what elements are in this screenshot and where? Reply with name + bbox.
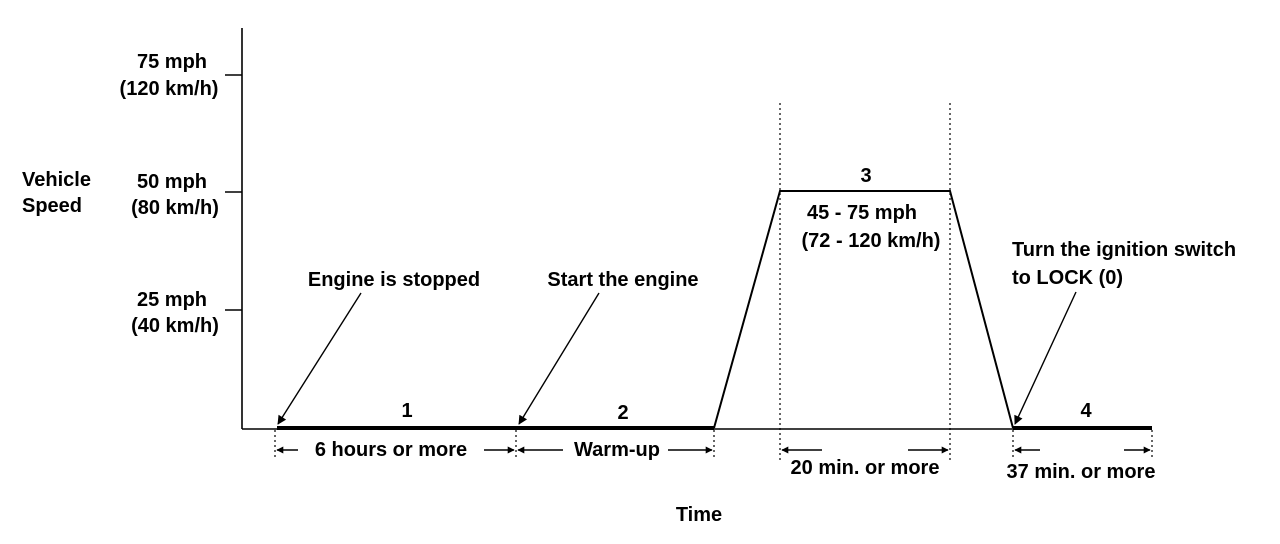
y-tick-label-40-kmh: (40 km/h) [131, 315, 219, 337]
y-axis-title-line2: Speed [22, 195, 82, 217]
y-tick-label-75-mph: 75 mph [137, 51, 207, 73]
speed-range-kmh: (72 - 120 km/h) [802, 230, 941, 252]
annotation-ignition-line1: Turn the ignition switch [1012, 239, 1236, 261]
phase-1-number: 1 [401, 400, 412, 422]
y-tick-label-50-mph: 50 mph [137, 171, 207, 193]
y-tick-label-80-kmh: (80 km/h) [131, 197, 219, 219]
pointer-start-engine [518, 292, 600, 425]
annotation-ignition-line2: to LOCK (0) [1012, 267, 1123, 289]
duration-4-label: 37 min. or more [1007, 461, 1156, 483]
duration-1-label: 6 hours or more [315, 439, 467, 461]
duration-2-label: Warm-up [574, 439, 660, 461]
annotation-start-engine: Start the engine [547, 269, 698, 291]
x-axis-title: Time [676, 504, 722, 526]
phase-4-number: 4 [1080, 400, 1092, 422]
pointer-engine-stopped [277, 292, 362, 425]
y-tick-label-25-mph: 25 mph [137, 289, 207, 311]
y-tick-label-120-kmh: (120 km/h) [120, 78, 219, 100]
phase-3-number: 3 [860, 165, 871, 187]
duration-3-label: 20 min. or more [791, 457, 940, 479]
pointer-ignition [1014, 291, 1077, 425]
phase-2-number: 2 [617, 402, 628, 424]
speed-range-mph: 45 - 75 mph [807, 202, 917, 224]
annotation-engine-stopped: Engine is stopped [308, 269, 480, 291]
phase-3-speed-profile [713, 190, 1014, 429]
y-axis-title-line1: Vehicle [22, 169, 91, 191]
